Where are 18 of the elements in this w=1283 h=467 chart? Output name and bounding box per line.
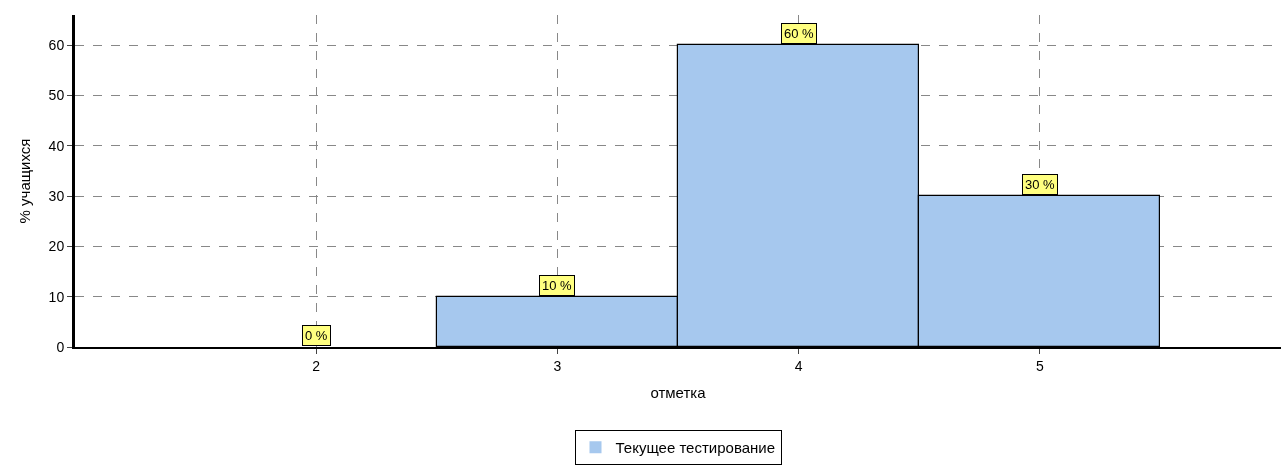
data-label: 0 % bbox=[305, 328, 328, 343]
y-tick-label: 40 bbox=[48, 137, 65, 154]
y-tick-label: 20 bbox=[48, 238, 65, 255]
y-tick-label: 50 bbox=[48, 87, 65, 104]
y-tick-label: 0 bbox=[56, 338, 65, 355]
x-tick-label: 5 bbox=[1035, 357, 1044, 374]
x-tick-label: 2 bbox=[312, 357, 321, 374]
y-tick-label: 30 bbox=[48, 187, 65, 204]
data-label: 60 % bbox=[784, 26, 815, 41]
data-label: 10 % bbox=[542, 278, 573, 293]
legend-label: Текущее тестирование bbox=[615, 439, 776, 457]
y-axis-title: % учащихся bbox=[15, 138, 33, 224]
x-tick-label: 3 bbox=[553, 357, 562, 374]
data-label: 30 % bbox=[1025, 177, 1056, 192]
y-tick-label: 10 bbox=[48, 288, 65, 305]
x-tick-label: 4 bbox=[794, 357, 803, 374]
y-tick-label: 60 bbox=[48, 37, 65, 54]
x-axis-title: отметка bbox=[650, 384, 707, 402]
